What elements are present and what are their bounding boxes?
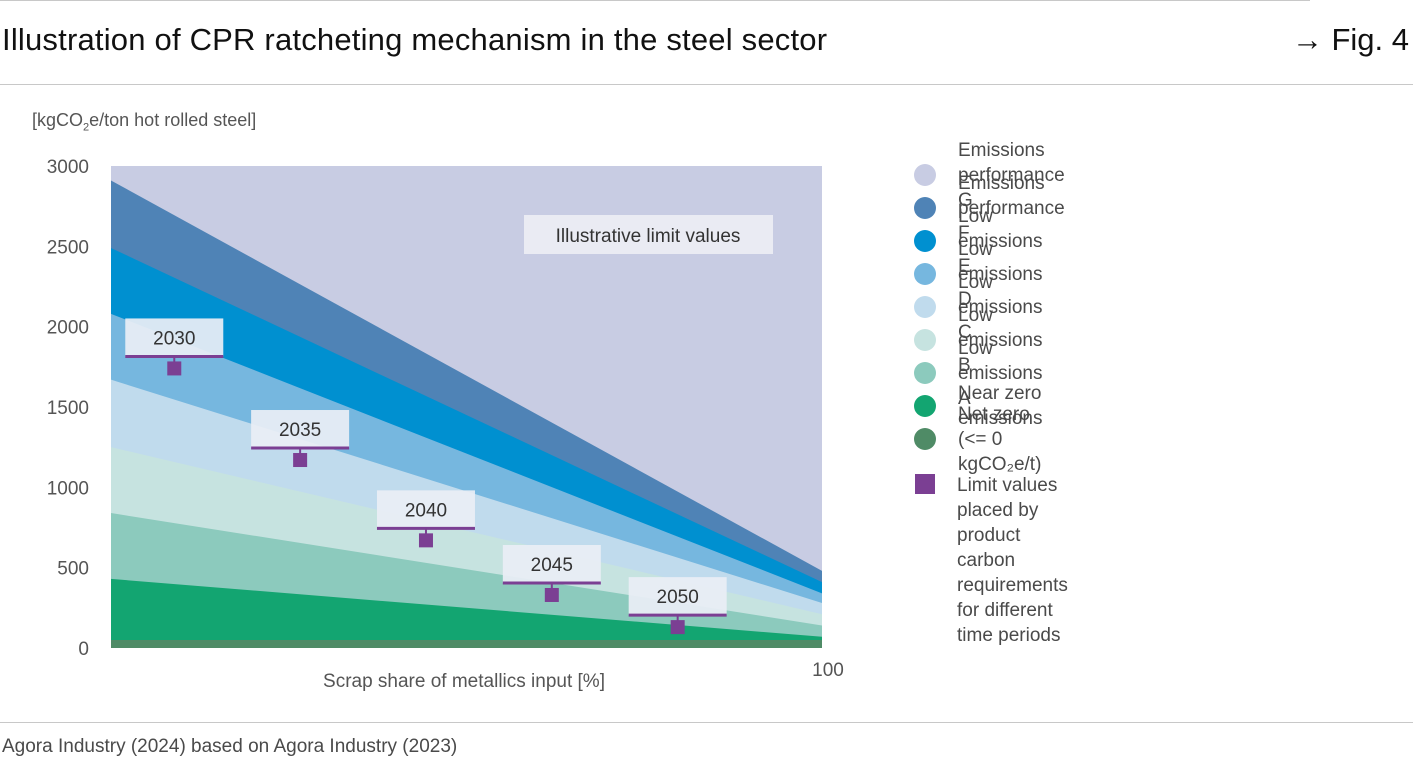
legend-limit-label: Limit values placed by product carbon req… xyxy=(957,473,1068,648)
legend-label: Emissions performance G xyxy=(958,139,1065,211)
page-title: Illustration of CPR ratcheting mechanism… xyxy=(2,22,828,57)
limit-markers: 2030 2035 2040 2045 2050 xyxy=(125,318,727,635)
limit-value-point xyxy=(418,533,433,548)
legend-item: Low emissions D xyxy=(914,239,1042,310)
limit-marker-2045: 2045 xyxy=(502,544,601,602)
legend-swatch xyxy=(914,362,936,384)
limit-year-label: 2040 xyxy=(405,500,447,521)
y-tick-label: 1000 xyxy=(47,478,89,499)
legend-swatch xyxy=(914,329,936,351)
legend-label: Low emissions D xyxy=(958,238,1043,310)
y-tick-label: 1500 xyxy=(47,398,89,419)
y-tick-label: 500 xyxy=(57,559,89,580)
limit-year-box xyxy=(125,318,224,357)
legend-swatch xyxy=(914,164,936,186)
legend-item: Low emissions A xyxy=(914,338,1042,409)
limit-year-label: 2045 xyxy=(531,555,573,576)
limit-year-box xyxy=(502,544,601,583)
legend-label: Emissions performance F xyxy=(958,172,1065,244)
footer-rule xyxy=(0,722,1413,723)
limit-year-label: 2050 xyxy=(657,587,699,608)
limit-year-box xyxy=(376,490,475,529)
source-note: Agora Industry (2024) based on Agora Ind… xyxy=(2,736,458,757)
legend-label: Near zero emissions xyxy=(958,383,1043,429)
y-tick-label: 0 xyxy=(78,639,89,660)
unit-suffix: e/ton hot rolled steel] xyxy=(89,110,257,130)
band-9 xyxy=(111,639,822,648)
legend-swatch xyxy=(914,428,936,450)
limit-year-box xyxy=(628,577,727,616)
legend-label: Low emissions A xyxy=(958,337,1043,409)
unit-prefix: [kgCO xyxy=(32,110,84,130)
legend-item: Net zero (<= 0 kgCO₂e/t) xyxy=(914,404,1041,475)
limit-value-point xyxy=(670,620,685,635)
annotation-text: Illustrative limit values xyxy=(556,226,741,247)
legend-swatch xyxy=(914,263,936,285)
y-tick-label: 2000 xyxy=(47,318,89,339)
figure-reference: → Fig. 4 xyxy=(1291,22,1409,57)
unit-subscript: 2 xyxy=(83,121,90,134)
limit-marker-2030: 2030 xyxy=(125,318,224,376)
annotation-group: Illustrative limit values xyxy=(524,215,773,254)
top-rule xyxy=(0,0,1310,1)
band-8 xyxy=(111,578,822,648)
x-axis-label: Scrap share of metallics input [%] xyxy=(323,671,605,692)
limit-marker-2040: 2040 xyxy=(376,490,475,548)
limit-marker-2035: 2035 xyxy=(251,410,350,468)
legend-swatch xyxy=(914,230,936,252)
legend-item: Low emissions B xyxy=(914,305,1042,376)
legend-swatch xyxy=(914,395,936,417)
legend-limit-label-line2: requirements for different time periods xyxy=(957,575,1068,646)
legend-limit-label-line1: Limit values placed by product carbon xyxy=(957,475,1058,571)
limit-value-point xyxy=(544,587,559,602)
limit-year-box xyxy=(251,410,350,449)
legend-swatch xyxy=(914,197,936,219)
legend-item: Emissions performance G xyxy=(914,140,1065,211)
y-tick-label: 3000 xyxy=(47,157,89,178)
legend-label: Net zero (<= 0 kgCO₂e/t) xyxy=(958,403,1042,475)
legend-item-limit-values: Limit values placed by product carbon req… xyxy=(914,473,1068,648)
legend-label: Low emissions E xyxy=(958,205,1043,277)
legend-label: Low emissions C xyxy=(958,271,1043,343)
header-rule xyxy=(0,84,1413,85)
legend-limit-swatch xyxy=(915,474,935,494)
limit-value-point xyxy=(293,453,308,468)
limit-year-label: 2035 xyxy=(279,420,321,441)
limit-value-point xyxy=(167,361,182,376)
legend-item: Emissions performance F xyxy=(914,173,1065,244)
y-axis-ticks: 0 500 1000 1500 2000 2500 3000 xyxy=(47,157,89,660)
limit-year-label: 2030 xyxy=(153,328,195,349)
legend-swatch xyxy=(914,296,936,318)
x-tick-label-100: 100 xyxy=(812,660,844,681)
y-axis-unit-label: [kgCO2e/ton hot rolled steel] xyxy=(32,110,256,134)
legend-item: Near zero emissions xyxy=(914,383,1042,429)
legend-label: Low emissions B xyxy=(958,304,1043,376)
limit-marker-2050: 2050 xyxy=(628,577,727,635)
annotation-box xyxy=(524,215,773,254)
y-tick-label: 2500 xyxy=(47,237,89,258)
legend-item: Low emissions E xyxy=(914,206,1042,277)
legend-item: Low emissions C xyxy=(914,272,1042,343)
